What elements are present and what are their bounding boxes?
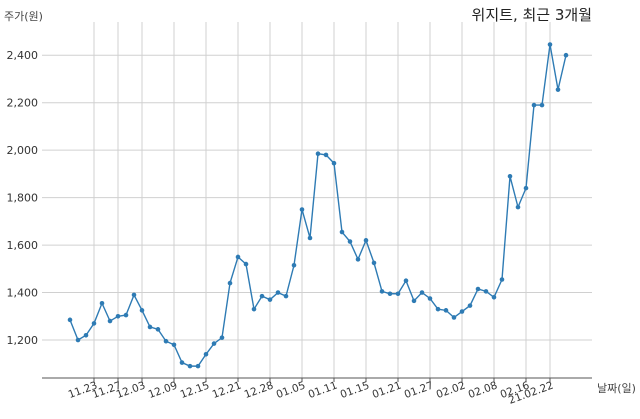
data-point xyxy=(547,42,553,47)
x-tick-label: 02.02 xyxy=(435,380,467,402)
x-tick-label: 12.15 xyxy=(179,380,211,402)
x-tick-label: 01.05 xyxy=(275,380,307,402)
data-point xyxy=(259,293,265,299)
data-point xyxy=(267,297,273,302)
data-point xyxy=(523,185,529,191)
data-point xyxy=(163,338,169,344)
data-point xyxy=(459,309,465,314)
x-tick-label: 02.08 xyxy=(467,380,499,402)
x-tick-label: 12.09 xyxy=(147,380,179,402)
x-tick-label: 12.28 xyxy=(243,380,275,402)
y-tick-label: 2,400 xyxy=(7,49,39,62)
data-point xyxy=(387,291,393,297)
data-point xyxy=(291,262,297,268)
data-point xyxy=(123,312,129,318)
gridlines xyxy=(42,22,592,378)
data-point xyxy=(227,280,233,286)
data-point xyxy=(555,87,561,92)
data-point xyxy=(435,306,441,312)
data-point xyxy=(147,324,153,330)
data-point xyxy=(419,290,425,295)
x-axis-label: 날짜(일) xyxy=(597,382,636,395)
y-tick-labels: 1,200 1,400 1,600 1,800 2,000 2,200 2,400 xyxy=(7,49,39,347)
data-point xyxy=(363,238,369,243)
data-point xyxy=(171,342,177,348)
data-point xyxy=(91,321,97,326)
data-point xyxy=(235,254,241,260)
series-line xyxy=(69,44,567,367)
data-point xyxy=(371,260,377,266)
data-point xyxy=(115,313,121,319)
chart-title: 위지트, 최근 3개월 xyxy=(471,6,592,24)
data-point xyxy=(355,257,361,262)
y-tick-label: 1,400 xyxy=(7,287,39,300)
data-point xyxy=(275,290,281,295)
x-tick-label: 12.21 xyxy=(211,380,243,402)
data-point xyxy=(131,292,137,298)
data-point xyxy=(187,363,193,369)
data-point xyxy=(395,291,401,297)
x-tick-label: 01.21 xyxy=(371,380,403,402)
data-point xyxy=(531,102,537,108)
data-point xyxy=(403,278,409,283)
data-point xyxy=(467,303,473,308)
data-point xyxy=(203,351,209,357)
x-tick-label: 01.11 xyxy=(307,380,339,402)
x-tick-label: 01.15 xyxy=(339,380,371,402)
data-point xyxy=(539,102,545,108)
y-axis-label: 주가(원) xyxy=(4,10,43,23)
y-tick-label: 1,200 xyxy=(7,334,39,347)
data-point xyxy=(443,308,449,313)
data-point xyxy=(507,173,513,179)
axes xyxy=(42,377,592,382)
data-point xyxy=(427,296,433,301)
data-point xyxy=(347,239,353,244)
data-point xyxy=(107,318,113,324)
data-point xyxy=(139,308,145,313)
y-tick-label: 1,600 xyxy=(7,239,39,252)
data-point xyxy=(475,286,481,292)
y-tick-label: 1,800 xyxy=(7,192,39,205)
data-point xyxy=(491,295,497,300)
data-point xyxy=(83,332,89,338)
x-tick-label: 01.27 xyxy=(403,380,435,402)
y-tick-label: 2,200 xyxy=(7,97,39,110)
data-point xyxy=(195,363,201,369)
data-point xyxy=(211,341,217,346)
data-point xyxy=(67,317,73,323)
data-point xyxy=(155,327,161,332)
data-point xyxy=(331,160,337,166)
data-point xyxy=(75,337,81,343)
data-point xyxy=(483,289,489,294)
y-tick-label: 2,000 xyxy=(7,144,39,157)
data-point xyxy=(99,300,105,306)
data-point xyxy=(323,152,329,158)
data-point xyxy=(179,360,185,365)
data-point xyxy=(499,277,505,282)
data-point xyxy=(379,289,385,294)
series-price xyxy=(67,42,569,369)
data-point xyxy=(243,261,249,267)
data-point xyxy=(339,229,345,235)
data-point xyxy=(563,52,569,58)
data-point xyxy=(283,293,289,299)
data-point xyxy=(251,306,257,312)
data-point xyxy=(515,204,521,210)
data-point xyxy=(411,298,417,304)
data-point xyxy=(299,207,305,212)
data-point xyxy=(307,235,313,241)
data-point xyxy=(451,315,457,320)
data-point xyxy=(315,151,321,157)
data-point xyxy=(219,335,225,340)
